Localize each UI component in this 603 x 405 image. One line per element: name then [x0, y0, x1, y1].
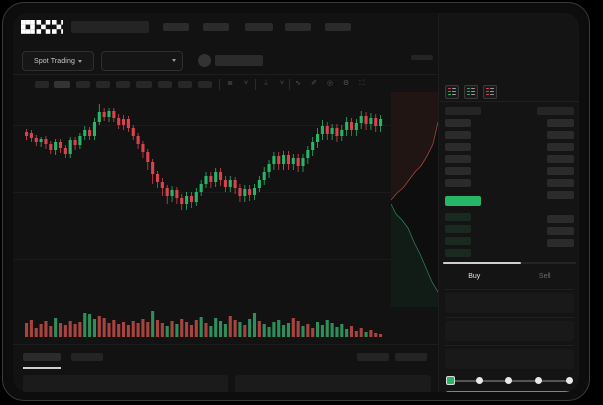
tab-buy[interactable]: Buy	[468, 273, 481, 280]
order-book-value	[547, 119, 574, 127]
orders-panel	[13, 344, 438, 392]
trading-pair-selector[interactable]	[101, 51, 183, 71]
candlestick-series	[25, 104, 383, 210]
chevron-down-icon[interactable]: ˅	[243, 80, 249, 87]
order-book-scrollbar[interactable]	[443, 262, 521, 264]
toolbar-divider-3	[289, 79, 290, 90]
order-total-field[interactable]	[445, 349, 574, 369]
device-bezel: Spot Trading	[2, 2, 590, 401]
nav-item-2[interactable]	[245, 23, 273, 31]
toolbar-divider-2	[255, 79, 256, 90]
chevron-down-2-icon[interactable]: ˅	[279, 80, 285, 87]
order-book-header-divider	[439, 101, 579, 102]
ask-row[interactable]	[445, 167, 471, 175]
chevron-down-icon	[77, 59, 82, 63]
slider-step-100[interactable]	[566, 377, 573, 384]
ask-row[interactable]	[445, 155, 471, 163]
wave-icon[interactable]: ∿	[295, 80, 301, 87]
form-divider-1	[445, 317, 574, 318]
pair-name-label	[215, 55, 263, 66]
order-book-value	[547, 131, 574, 139]
order-price-field[interactable]	[445, 293, 574, 313]
orderbook-asks-icon[interactable]	[483, 85, 497, 99]
timeframe-4[interactable]	[116, 81, 130, 88]
fullscreen-icon[interactable]: ⛶	[359, 80, 365, 87]
ask-row[interactable]	[445, 143, 471, 151]
trading-mode-label: Spot Trading	[34, 57, 75, 65]
market-stat-0	[411, 55, 433, 60]
order-book-value	[547, 227, 574, 235]
price-chart[interactable]	[13, 92, 391, 344]
gridline-0	[13, 125, 391, 126]
market-depth-chart[interactable]	[391, 92, 438, 307]
order-book-col-header-right	[537, 107, 574, 115]
search-input[interactable]	[71, 21, 149, 33]
alert-icon[interactable]: ◎	[326, 80, 334, 87]
order-book-view-modes	[445, 85, 497, 99]
order-book-value	[547, 143, 574, 151]
order-book-value	[547, 155, 574, 163]
nav-item-4[interactable]	[325, 23, 351, 31]
ask-row[interactable]	[445, 119, 471, 127]
order-book-value	[547, 191, 574, 199]
timeframe-7[interactable]	[178, 81, 192, 88]
timeframe-6[interactable]	[158, 81, 172, 88]
timeframe-5[interactable]	[136, 81, 152, 88]
trading-mode-button[interactable]: Spot Trading	[22, 51, 94, 71]
bid-row[interactable]	[445, 237, 471, 245]
coin-avatar-icon	[198, 54, 211, 67]
submit-buy-button[interactable]	[445, 391, 574, 392]
gridline-1	[13, 192, 391, 193]
slider-step-75[interactable]	[535, 377, 542, 384]
orders-action-0[interactable]	[357, 353, 389, 361]
order-book-value	[547, 215, 574, 223]
timeframe-2[interactable]	[76, 81, 90, 88]
form-divider-0	[445, 289, 574, 290]
ask-row[interactable]	[445, 179, 471, 187]
timeframe-0[interactable]	[35, 81, 49, 88]
chevron-down-icon	[172, 59, 176, 62]
settings-icon[interactable]: ⚙	[342, 80, 350, 87]
tab-sell[interactable]: Sell	[538, 273, 551, 280]
toolbar-divider	[219, 79, 220, 90]
orderbook-bids-icon[interactable]	[464, 85, 478, 99]
nav-item-3[interactable]	[285, 23, 311, 31]
timeframe-3[interactable]	[96, 81, 110, 88]
app-screen: Spot Trading	[13, 13, 579, 392]
order-book-panel: Buy Sell	[438, 13, 579, 392]
pencil-icon[interactable]: ✐	[311, 80, 317, 87]
volume-series	[25, 311, 383, 337]
nav-item-0[interactable]	[163, 23, 189, 31]
amount-slider-handle[interactable]	[446, 376, 455, 385]
orderbook-both-icon[interactable]	[445, 85, 459, 99]
orders-content-right	[235, 375, 431, 392]
orders-tab-0[interactable]	[23, 353, 61, 361]
okx-logo[interactable]	[21, 20, 63, 34]
orders-tab-1[interactable]	[71, 353, 103, 361]
order-book-value	[547, 239, 574, 247]
order-amount-field[interactable]	[445, 321, 574, 341]
ask-row[interactable]	[445, 131, 471, 139]
bid-row[interactable]	[445, 213, 471, 221]
slider-step-50[interactable]	[505, 377, 512, 384]
indicator-icon[interactable]: ≣	[227, 80, 233, 87]
chart-type-icon[interactable]: ᛦ	[263, 80, 269, 87]
bid-row[interactable]	[445, 225, 471, 233]
form-divider-2	[445, 345, 574, 346]
orders-action-1[interactable]	[395, 353, 427, 361]
order-book-value	[547, 179, 574, 187]
trade-side-tabs: Buy Sell	[439, 269, 579, 289]
orders-content-left	[23, 375, 228, 392]
active-tab-underline	[23, 367, 61, 369]
order-book-col-header-left	[445, 107, 481, 115]
timeframe-8[interactable]	[198, 81, 212, 88]
nav-item-1[interactable]	[203, 23, 229, 31]
bid-row[interactable]	[445, 249, 471, 257]
timeframe-1[interactable]	[54, 81, 70, 88]
last-price-row	[445, 196, 481, 206]
slider-step-25[interactable]	[476, 377, 483, 384]
order-book-value	[547, 167, 574, 175]
gridline-2	[13, 259, 391, 260]
